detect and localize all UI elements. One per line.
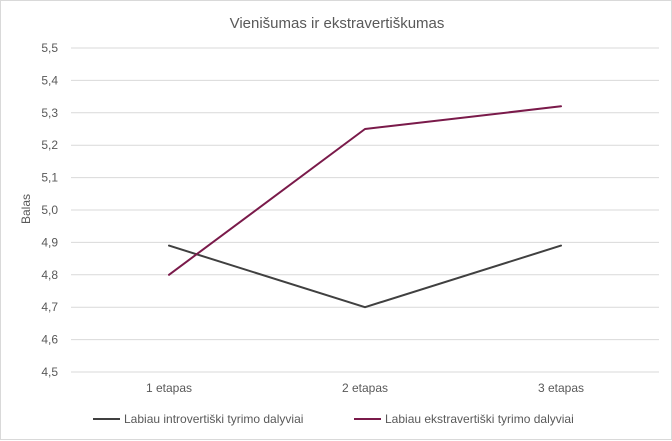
- series-line-2: [169, 106, 561, 274]
- y-tick-labels: 4,5 4,6 4,7 4,8 4,9 5,0 5,1 5,2 5,3 5,4 5,5: [41, 41, 58, 379]
- legend-label: Labiau introvertiški tyrimo dalyviai: [124, 412, 303, 426]
- y-tick-label: 5,1: [41, 171, 58, 185]
- x-tick-labels: 1 etapas 2 etapas 3 etapas: [146, 381, 584, 395]
- y-tick-label: 5,2: [41, 138, 58, 152]
- y-tick-label: 5,0: [41, 203, 58, 217]
- y-tick-label: 5,3: [41, 106, 58, 120]
- gridlines: [71, 48, 659, 372]
- y-tick-label: 4,8: [41, 268, 58, 282]
- legend-label: Labiau ekstravertiški tyrimo dalyviai: [385, 412, 574, 426]
- series-line-1: [169, 246, 561, 308]
- chart-title: Vienišumas ir ekstravertiškumas: [230, 15, 445, 32]
- y-axis-label: Balas: [19, 194, 33, 224]
- x-tick-label: 3 etapas: [538, 381, 584, 395]
- legend: Labiau introvertiški tyrimo dalyviai Labi…: [93, 412, 574, 426]
- y-tick-label: 4,7: [41, 300, 58, 314]
- y-tick-label: 4,5: [41, 365, 58, 379]
- x-tick-label: 2 etapas: [342, 381, 388, 395]
- y-tick-label: 5,4: [41, 73, 58, 87]
- x-tick-label: 1 etapas: [146, 381, 192, 395]
- series-lines: [169, 106, 561, 307]
- y-tick-label: 5,5: [41, 41, 58, 55]
- y-tick-label: 4,6: [41, 333, 58, 347]
- y-tick-label: 4,9: [41, 235, 58, 249]
